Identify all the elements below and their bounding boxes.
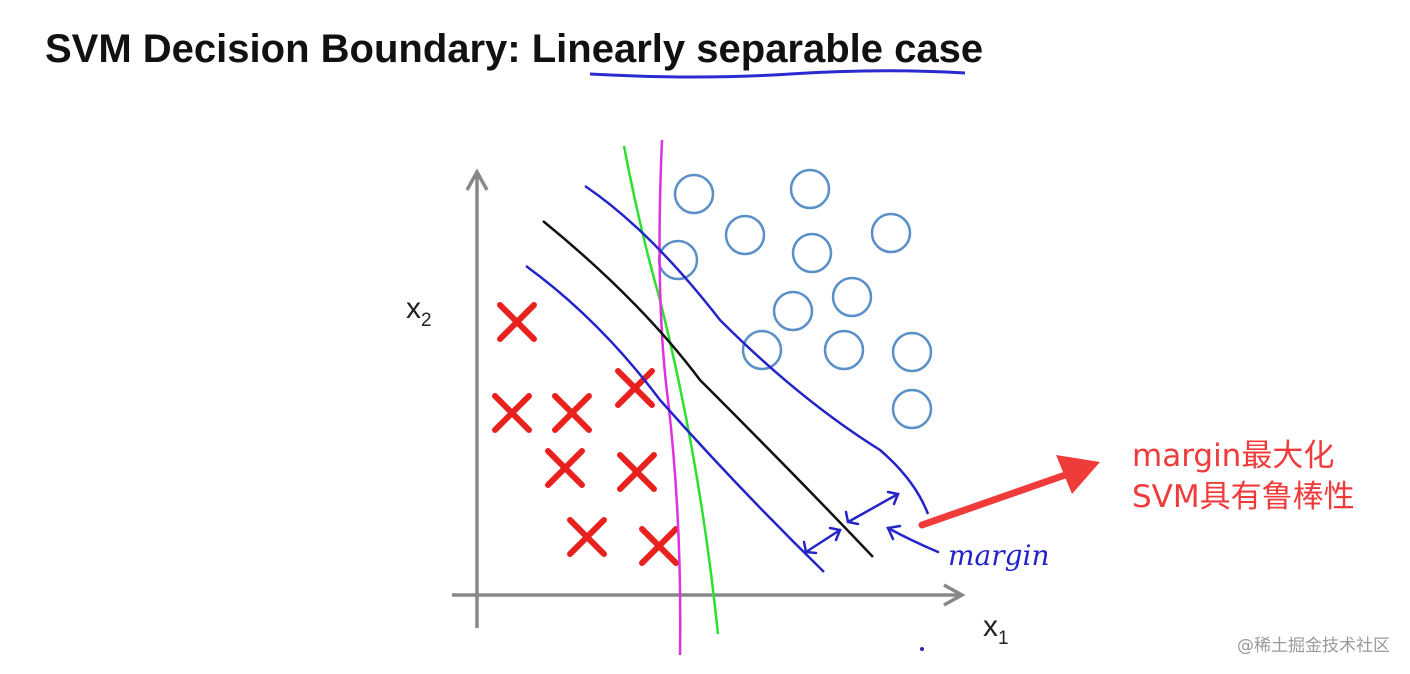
cross <box>615 368 655 408</box>
annotation-arrow <box>918 470 1072 529</box>
circle <box>741 329 783 371</box>
x-label-sub: 1 <box>998 628 1009 649</box>
y-axis-label: x2 <box>406 292 432 331</box>
dot <box>920 647 924 651</box>
y-label-sub: 2 <box>421 310 432 331</box>
cross <box>492 393 532 433</box>
title-underline <box>589 69 966 79</box>
annotation-arrowhead <box>1056 455 1100 494</box>
circle <box>891 388 933 430</box>
title-emphasis: Linearly separable <box>532 27 883 71</box>
circle <box>823 329 865 371</box>
alt-boundary-magenta <box>658 139 682 656</box>
negative-points <box>492 302 679 566</box>
title-end: case <box>883 27 983 71</box>
margin-line-upper <box>584 184 930 515</box>
cross <box>545 448 585 488</box>
cross <box>567 517 607 557</box>
y-label-main: x <box>406 292 421 325</box>
circle <box>724 214 766 256</box>
margin-label: margin <box>948 539 1050 572</box>
circle <box>772 290 814 332</box>
circle <box>891 331 933 373</box>
positive-points <box>657 168 933 430</box>
y-arrow <box>465 168 489 191</box>
margin-arrows <box>802 490 940 555</box>
circle <box>657 239 699 281</box>
circle <box>831 276 873 318</box>
cross <box>639 526 679 566</box>
watermark: @稀土掘金技术社区 <box>1237 636 1390 656</box>
annotation-line: SVM具有鲁棒性 <box>1132 479 1355 515</box>
svm-boundary <box>542 220 874 558</box>
cross <box>497 302 537 342</box>
alt-boundary-green <box>622 145 720 635</box>
margin-line-lower <box>525 264 825 573</box>
cross <box>552 393 592 433</box>
annotation-line: margin最大化 <box>1132 438 1334 474</box>
circle <box>791 232 833 274</box>
x-arrow <box>943 583 966 607</box>
title: SVM Decision Boundary: Linearly separabl… <box>45 27 983 71</box>
axes <box>452 168 966 628</box>
circle <box>870 212 912 254</box>
circle <box>789 168 831 210</box>
cross <box>617 452 657 492</box>
circle <box>673 173 715 215</box>
x-axis-label: x1 <box>983 610 1009 649</box>
title-start: SVM Decision Boundary: <box>45 27 532 71</box>
x-label-main: x <box>983 610 998 643</box>
